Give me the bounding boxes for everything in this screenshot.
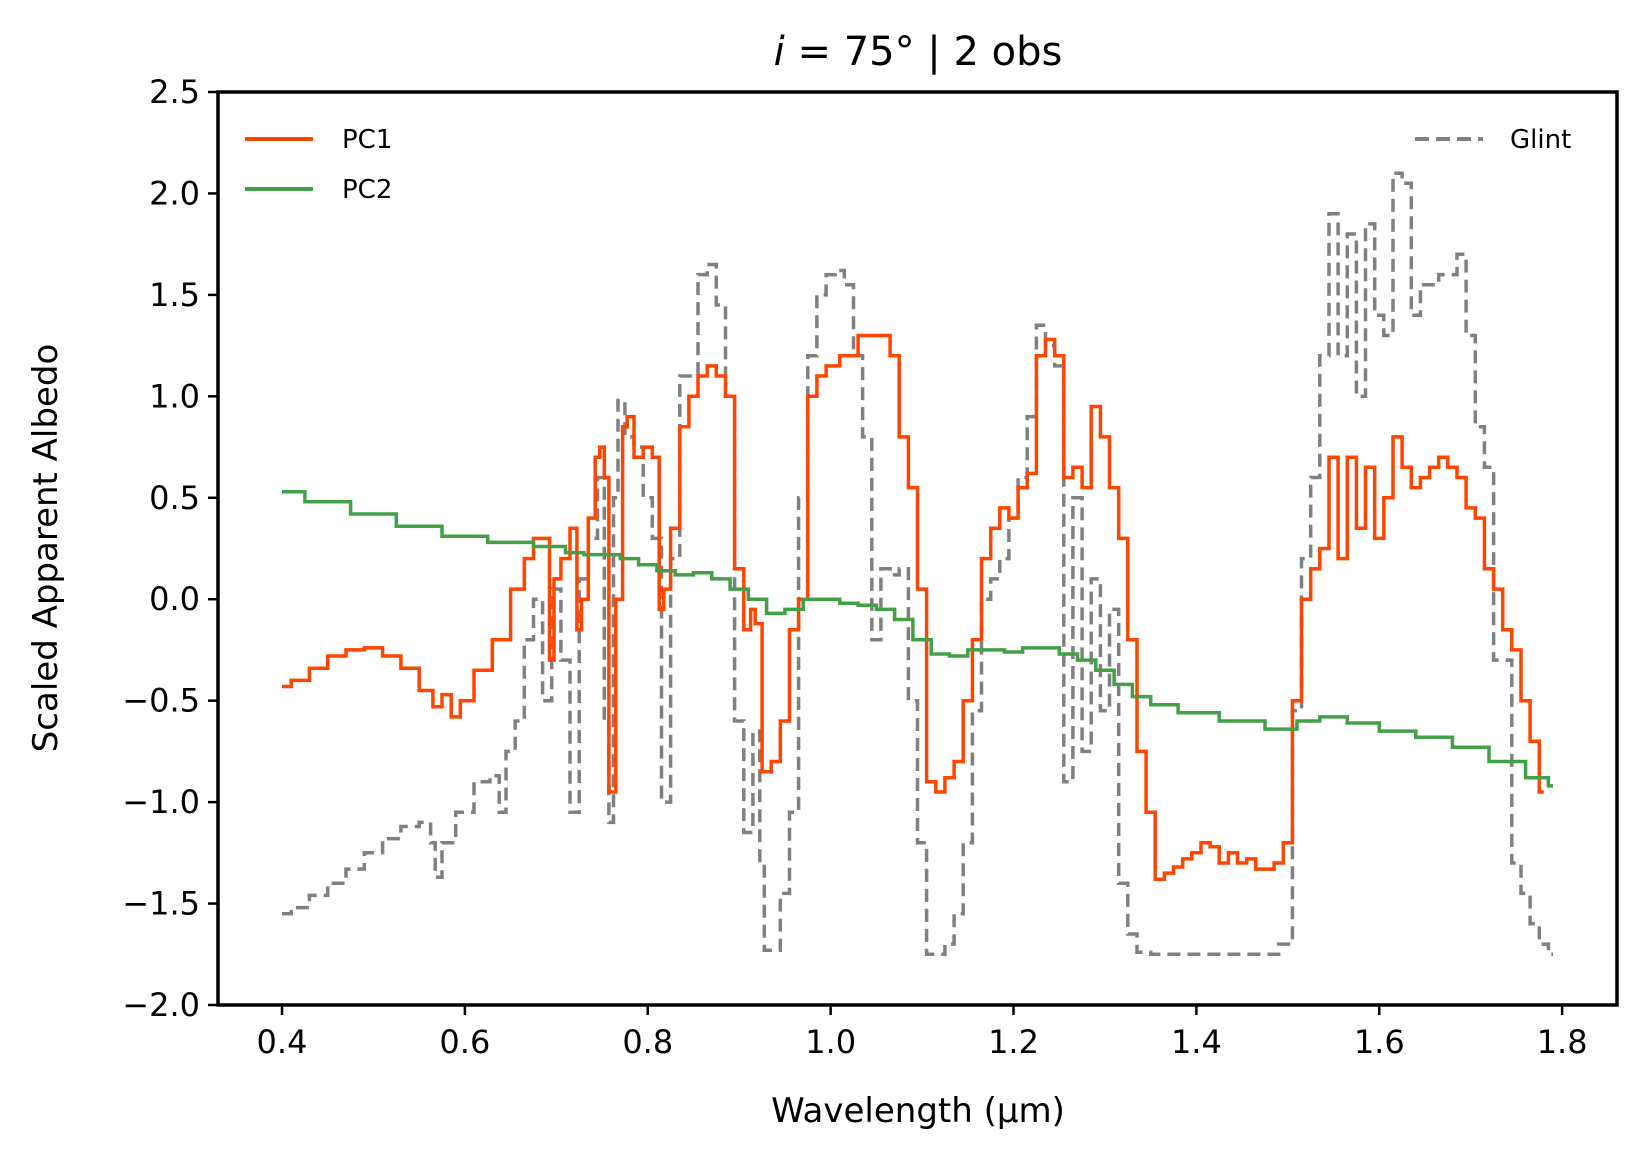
y-tick-label: 2.5 [149,73,200,111]
y-tick-label: −1.5 [122,885,200,923]
chart-title-rest: = 75° | 2 obs [785,29,1063,75]
chart-title-variable: i [774,29,785,75]
y-tick-label: 1.5 [149,276,200,314]
series-pc1-line [282,333,1544,881]
legend-label-pc2: PC2 [342,175,392,205]
x-tick-label: 0.6 [439,1023,490,1061]
x-tick-label: 1.0 [805,1023,856,1061]
y-tick-label: −0.5 [122,682,200,720]
series-glint-line [282,171,1553,957]
y-tick-label: 0.0 [149,580,200,618]
x-tick-label: 1.6 [1354,1023,1405,1061]
x-tick-label: 1.8 [1537,1023,1588,1061]
y-axis-label: Scaled Apparent Albedo [26,344,66,753]
legend-label-glint: Glint [1510,125,1571,155]
series-pc2-line [282,489,1553,788]
legend-left: PC1 PC2 [245,125,392,205]
chart-title: i = 75° | 2 obs [774,29,1063,75]
y-tick-label: 2.0 [149,174,200,212]
x-tick-label: 0.4 [257,1023,308,1061]
y-tick-label: 1.0 [149,377,200,415]
y-tick-label: −2.0 [122,986,200,1024]
x-tick-label: 0.8 [622,1023,673,1061]
y-tick-label: 0.5 [149,479,200,517]
x-tick-label: 1.4 [1171,1023,1222,1061]
x-tick-label: 1.2 [988,1023,1039,1061]
axis-ticks: 0.4 0.6 0.8 1.0 1.2 1.4 1.6 1.8 −2.0 −1.5 −1.0 −0.5… [122,73,1587,1061]
legend-right: Glint [1415,125,1571,155]
plot-lines [282,171,1553,957]
x-axis-label: Wavelength (µm) [771,1091,1065,1131]
legend-label-pc1: PC1 [342,125,392,155]
plot-frame [216,90,1619,1007]
y-tick-label: −1.0 [122,783,200,821]
